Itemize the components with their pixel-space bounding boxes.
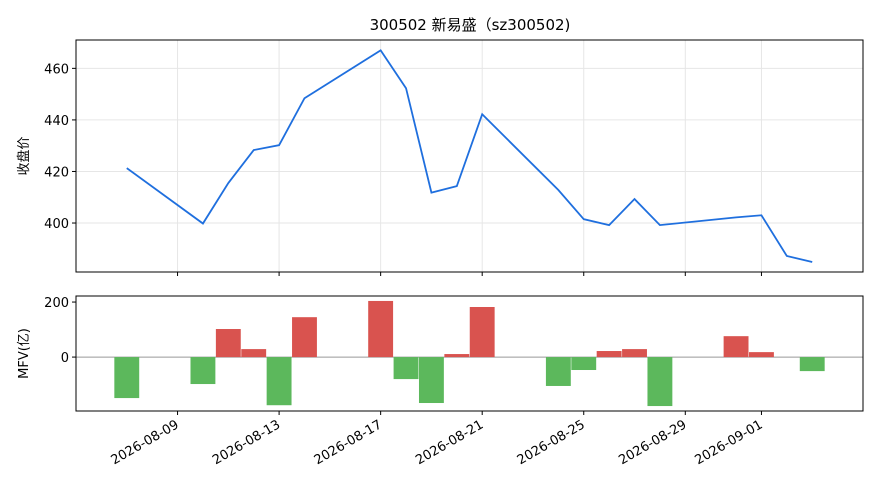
bar (241, 349, 267, 358)
bar (469, 307, 495, 358)
bar (114, 357, 140, 399)
bar (749, 352, 774, 358)
y-axis-label: MFV(亿) (17, 328, 32, 379)
bar (368, 300, 394, 358)
plot-frame (75, 39, 864, 273)
bar (799, 357, 825, 372)
x-tick-label: 2026-09-01 (693, 417, 766, 468)
x-tick-label: 2026-08-09 (109, 417, 182, 468)
y-tick-label: 460 (44, 62, 69, 77)
x-tick-label: 2026-08-29 (616, 417, 689, 468)
bar (418, 357, 444, 404)
y-tick-label: 200 (44, 296, 69, 311)
y-tick-label: 400 (44, 217, 69, 232)
bar (266, 357, 292, 406)
bar (545, 357, 571, 386)
x-tick-label: 2026-08-21 (413, 417, 486, 468)
y-tick-label: 440 (44, 114, 69, 129)
plot-frame (75, 295, 864, 412)
bar (596, 351, 622, 358)
bar (393, 357, 419, 380)
x-tick-label: 2026-08-13 (210, 417, 283, 468)
bar (622, 349, 647, 358)
bar (571, 357, 597, 371)
x-tick-label: 2026-08-25 (515, 417, 588, 468)
line (126, 49, 813, 263)
bar (215, 329, 241, 358)
y-tick-label: 420 (44, 165, 69, 180)
bar (190, 357, 216, 385)
bar (292, 317, 317, 358)
y-axis-label: 收盘价 (16, 136, 32, 175)
bar (444, 354, 470, 358)
chart-title: 300502 新易盛（sz300502) (370, 16, 571, 34)
y-tick-label: 0 (61, 351, 69, 366)
x-tick-label: 2026-08-17 (312, 417, 385, 468)
bar (647, 357, 673, 407)
bar (723, 336, 749, 358)
